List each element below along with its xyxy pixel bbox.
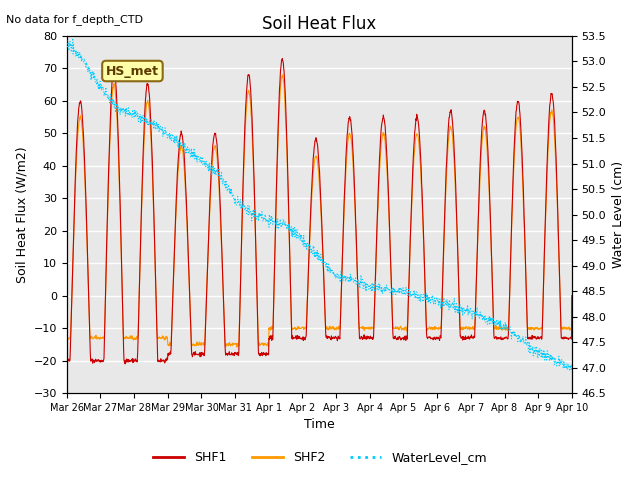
Y-axis label: Water Level (cm): Water Level (cm) (612, 161, 625, 268)
Text: HS_met: HS_met (106, 64, 159, 77)
Y-axis label: Soil Heat Flux (W/m2): Soil Heat Flux (W/m2) (15, 146, 28, 283)
Title: Soil Heat Flux: Soil Heat Flux (262, 15, 376, 33)
X-axis label: Time: Time (304, 419, 335, 432)
Legend: SHF1, SHF2, WaterLevel_cm: SHF1, SHF2, WaterLevel_cm (148, 446, 492, 469)
Text: No data for f_depth_CTD: No data for f_depth_CTD (6, 14, 143, 25)
